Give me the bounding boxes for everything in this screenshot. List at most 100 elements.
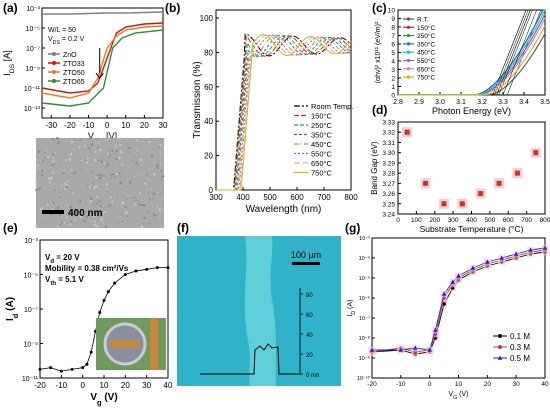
panel-a-ytick-label: 10⁻⁹ <box>26 66 40 73</box>
panel-a-xtick-label: 0 <box>105 121 110 130</box>
micrograph-grain <box>135 161 138 165</box>
panel-c-legend-label: 550°C <box>417 57 435 65</box>
micrograph-grain <box>117 156 121 160</box>
micrograph-grain <box>114 144 117 147</box>
micrograph-grain <box>81 159 83 162</box>
panel-c-legend-marker <box>406 58 411 63</box>
micrograph-grain <box>153 214 156 217</box>
micrograph-grain <box>136 139 139 142</box>
micrograph-grain <box>113 175 116 178</box>
panel-b-ytick-label: 40 <box>204 117 213 126</box>
micrograph-grain <box>99 173 103 177</box>
micrograph-grain <box>64 222 67 224</box>
micrograph-grain <box>41 170 44 173</box>
panel-e-xtick-label: 30 <box>142 381 151 390</box>
micrograph-grain <box>135 199 137 202</box>
micrograph-grain <box>149 197 151 200</box>
micrograph-grain <box>38 187 41 190</box>
panel-a-annotation-vds: VDS = 0.2 V <box>48 36 85 46</box>
panel-c-chart: 2.8 2.9 3.0 3.1 3.2 3.3 3.4 3.5 0 12 34 56 78 910 Phot… <box>375 8 550 117</box>
micrograph-grain <box>73 227 75 229</box>
micrograph-grain <box>65 222 68 225</box>
micrograph-grain <box>97 173 100 176</box>
micrograph-grain <box>49 166 52 169</box>
micrograph-grain <box>105 166 107 169</box>
profile-axis-label: 20 <box>306 353 313 359</box>
panel-c-legend-marker <box>406 67 411 71</box>
micrograph-grain <box>160 225 162 228</box>
micrograph-grain <box>46 203 49 207</box>
micrograph-grain <box>50 154 53 156</box>
panel-d-ytick-label: 3.31 <box>382 140 395 147</box>
micrograph-grain <box>105 183 109 186</box>
micrograph-grain <box>138 203 141 206</box>
micrograph-grain <box>70 168 73 171</box>
panel-g-xtick-label: -20 <box>367 381 377 388</box>
panel-a-xtick-label: 20 <box>140 121 149 130</box>
micrograph-grain <box>102 222 105 224</box>
micrograph-grain <box>106 188 108 190</box>
micrograph-grain <box>96 146 100 149</box>
micrograph-grain <box>148 148 150 151</box>
panel-b-legend-label: 450°C <box>311 140 333 149</box>
micrograph-grain <box>93 220 97 223</box>
panel-label-e: (e) <box>3 221 18 235</box>
micrograph-grain <box>44 147 47 149</box>
micrograph-grain <box>42 160 45 163</box>
panel-g-legend-marker <box>498 345 502 349</box>
panel-e-xtick-label: 10 <box>100 381 109 390</box>
micrograph-grain <box>128 146 131 150</box>
micrograph-grain <box>69 205 72 209</box>
panel-c-series-line <box>397 25 546 96</box>
micrograph-grain <box>156 166 159 169</box>
device-photo-pad <box>150 318 158 370</box>
panel-g-point <box>398 347 404 352</box>
micrograph-grain <box>37 150 41 154</box>
micrograph-grain <box>156 205 159 207</box>
panel-e-xtick-label: 20 <box>121 381 130 390</box>
micrograph-grain <box>113 171 115 174</box>
micrograph-grain <box>59 223 61 226</box>
panel-b-ytick-label: 80 <box>204 48 213 57</box>
panel-d-point <box>496 180 502 186</box>
micrograph-grain <box>54 152 56 154</box>
panel-d-ytick-label: 3.25 <box>382 201 395 208</box>
micrograph-grain <box>150 154 154 158</box>
micrograph-grain <box>121 201 125 205</box>
panel-g-xtick-label: 30 <box>513 381 521 388</box>
panel-b-xtick-label: 800 <box>344 193 358 202</box>
panel-a-legend-label: ZTO65 <box>63 79 85 86</box>
micrograph-grain <box>63 187 67 191</box>
panel-a-series-ZnO <box>42 11 164 15</box>
panel-c-legend-label: R.T. <box>417 17 429 24</box>
micrograph-grain <box>85 215 89 218</box>
micrograph-grain <box>92 203 95 206</box>
panel-g-legend-label: 0.1 M <box>510 332 530 341</box>
panel-g-ytick-label: 10⁻¹⁰ <box>357 375 371 382</box>
micrograph-grain <box>141 191 143 193</box>
panel-b-legend-label: 250°C <box>311 121 333 130</box>
panel-c-xlabel: Photon Energy (eV) <box>432 106 511 116</box>
panel-label-d: (d) <box>372 103 387 117</box>
panel-d-xtick-label: 300 <box>448 217 459 224</box>
micrograph-grain <box>159 163 162 165</box>
panel-e-xtick-label: 40 <box>164 381 173 390</box>
panel-g-ytick-label: 10⁻⁹ <box>359 355 370 362</box>
micrograph-grain <box>92 186 96 190</box>
micrograph-grain <box>124 205 127 208</box>
panel-d-xtick-label: 800 <box>540 217 550 224</box>
micrograph-grain <box>139 192 142 195</box>
micrograph-grain <box>52 202 55 205</box>
profile-axis-label: 80 <box>306 293 313 299</box>
panel-b-ylabel: Transmission (%) <box>192 61 203 138</box>
panel-a-ytick-label: 10⁻¹¹ <box>24 86 41 93</box>
panel-g-legend-label: 0.5 M <box>510 354 530 363</box>
micrograph-grain <box>115 158 118 161</box>
micrograph-grain <box>83 145 86 148</box>
micrograph-grain <box>153 172 156 176</box>
panel-b-legend-label: 150°C <box>311 112 333 121</box>
panel-g-xtick-label: 10 <box>455 381 463 388</box>
panel-g-point <box>513 251 519 256</box>
micrograph-grain <box>126 194 129 197</box>
panel-g-ytick-label: 10⁻⁷ <box>359 315 370 322</box>
